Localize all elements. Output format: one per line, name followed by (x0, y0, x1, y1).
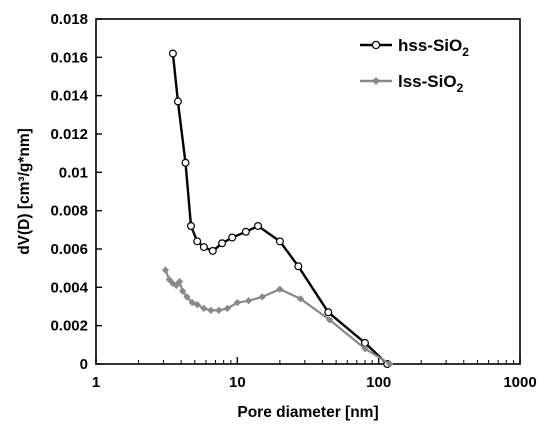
axes (95, 18, 521, 365)
legend-label-subscript: 2 (457, 81, 464, 95)
data-point (218, 239, 227, 248)
y-tick-label: 0.01 (59, 164, 88, 181)
series-line (171, 53, 389, 365)
data-point (276, 285, 284, 293)
legend-label-subscript: 2 (462, 45, 469, 59)
data-point (244, 297, 253, 305)
ticks: 0 0.002 0.004 0.006 0.008 0.01 0.012 0.014 0.016… (50, 11, 536, 391)
legend-marker (372, 77, 380, 85)
data-point (326, 316, 334, 324)
data-point (200, 304, 208, 313)
data-point (207, 306, 215, 314)
series-hss (168, 49, 392, 369)
data-point (294, 262, 303, 271)
y-tick-label: 0.004 (50, 279, 88, 296)
series-lss (161, 266, 394, 368)
y-tick-label: 0 (80, 356, 88, 373)
data-point (186, 222, 195, 231)
x-tick-label: 1 (92, 374, 100, 391)
data-point (324, 308, 333, 317)
y-tick-label: 0.018 (50, 11, 88, 28)
data-point (215, 306, 223, 314)
plot-area-frame (95, 18, 521, 365)
data-point (161, 266, 170, 274)
legend-label: lss-SiO2 (398, 72, 464, 95)
data-point (361, 345, 369, 353)
y-tick-label: 0.012 (50, 126, 88, 143)
x-tick-label: 1000 (503, 374, 536, 391)
y-axis-title: dV(D) [cm³/g*nm] (16, 128, 33, 255)
data-point (241, 227, 250, 236)
data-point (258, 293, 266, 301)
data-point (199, 243, 208, 252)
y-tick-label: 0.006 (50, 241, 88, 258)
y-tick-label: 0.014 (50, 88, 88, 105)
data-point (223, 304, 231, 313)
y-tick-label: 0.008 (50, 203, 88, 220)
data-point (165, 276, 173, 284)
data-point (178, 287, 187, 295)
legend-label-name: hss-SiO (398, 36, 462, 55)
data-point (253, 222, 262, 231)
data-point (173, 97, 182, 106)
x-tick-label: 100 (366, 374, 391, 391)
data-point (172, 281, 180, 290)
y-tick-label: 0.002 (50, 318, 88, 335)
data-point (208, 246, 217, 255)
data-point (181, 158, 190, 167)
data-point (193, 300, 201, 309)
series-line (164, 269, 391, 365)
x-tick-label: 10 (229, 374, 246, 391)
data-point (193, 237, 202, 246)
data-point (228, 233, 237, 242)
legend-label-name: lss-SiO (398, 72, 457, 91)
data-point (175, 277, 184, 286)
data-point (296, 295, 305, 303)
data-point (386, 360, 394, 368)
legend-marker (371, 40, 381, 50)
data-point (233, 299, 241, 307)
data-point (183, 293, 191, 301)
data-point (168, 49, 177, 58)
x-axis-title: Pore diameter [nm] (237, 404, 378, 421)
y-tick-label: 0.016 (50, 49, 88, 66)
series (161, 49, 394, 369)
data-point (188, 299, 196, 307)
data-point (275, 237, 284, 246)
legend-label: hss-SiO2 (398, 36, 469, 59)
